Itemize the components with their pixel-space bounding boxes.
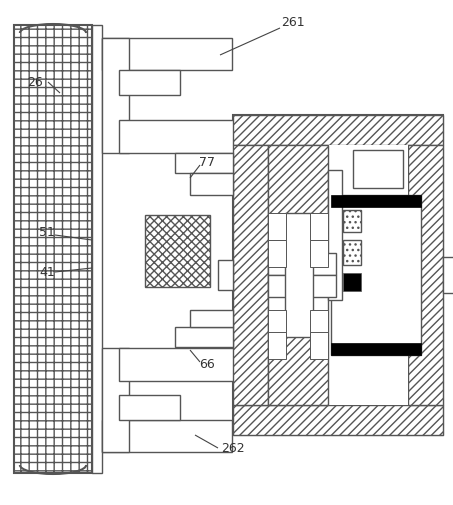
Bar: [92, 25, 102, 473]
Bar: [102, 38, 232, 70]
Text: 51: 51: [39, 226, 55, 238]
Bar: [328, 170, 342, 300]
Text: 26: 26: [27, 76, 43, 88]
Bar: [102, 420, 232, 452]
Bar: [268, 145, 328, 215]
Bar: [119, 348, 234, 381]
Bar: [268, 240, 286, 267]
Bar: [119, 120, 234, 153]
Bar: [268, 213, 286, 240]
Bar: [233, 145, 268, 405]
Bar: [310, 332, 328, 359]
Bar: [14, 25, 92, 473]
Bar: [285, 213, 313, 337]
Bar: [343, 240, 361, 265]
Bar: [190, 173, 233, 195]
Bar: [408, 145, 443, 405]
Bar: [233, 405, 443, 435]
Bar: [310, 240, 328, 267]
Text: 262: 262: [221, 441, 245, 454]
Bar: [268, 275, 336, 297]
Bar: [343, 273, 361, 291]
Bar: [190, 310, 233, 327]
Bar: [145, 215, 210, 287]
Bar: [443, 257, 453, 293]
Text: 77: 77: [199, 156, 215, 169]
Bar: [268, 332, 286, 359]
Bar: [331, 195, 421, 355]
Bar: [102, 348, 129, 452]
Bar: [268, 145, 408, 405]
Bar: [268, 215, 328, 335]
Bar: [102, 38, 129, 153]
Text: 261: 261: [281, 16, 305, 28]
Bar: [233, 115, 443, 435]
Bar: [268, 335, 328, 405]
Bar: [331, 195, 421, 207]
Bar: [175, 327, 233, 347]
Bar: [119, 70, 180, 95]
Bar: [175, 153, 233, 173]
Text: 66: 66: [199, 359, 215, 372]
Bar: [218, 260, 233, 290]
Bar: [268, 310, 286, 337]
Bar: [353, 150, 403, 188]
Bar: [331, 343, 421, 355]
Bar: [310, 213, 328, 240]
Text: 41: 41: [39, 266, 55, 278]
Bar: [310, 310, 328, 337]
Bar: [268, 253, 336, 275]
Bar: [233, 115, 443, 145]
Bar: [119, 395, 180, 420]
Bar: [343, 210, 361, 232]
